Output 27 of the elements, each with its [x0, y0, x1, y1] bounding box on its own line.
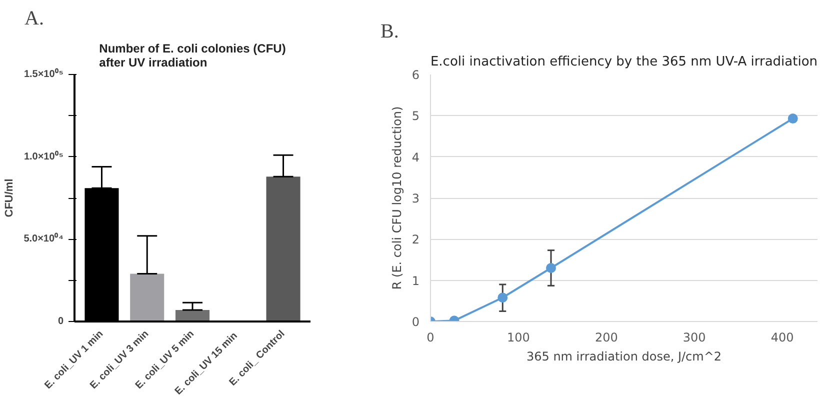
- y-tick-label: 6: [412, 68, 420, 82]
- y-axis-title: R (E. coli CFU log10 reduction): [390, 106, 404, 290]
- text: A.: [24, 8, 44, 30]
- y-tick-label: 1: [412, 274, 420, 288]
- x-axis-title: 365 nm irradiation dose, J/cm^2: [526, 350, 722, 364]
- y-tick-label: 5: [412, 109, 420, 124]
- y-tick-label: 0: [58, 316, 64, 327]
- chart-title: Number of E. coli colonies (CFU) after UV irradiation: [99, 42, 286, 70]
- point: [788, 114, 798, 124]
- y-axis-title: CFU/ml: [4, 178, 16, 218]
- y-tick-label: 2: [412, 232, 420, 247]
- chart-title: E.coli inactivation efficiency by the 365 nm UV-A irradiation: [430, 54, 818, 70]
- x-tick-label: 100: [507, 330, 530, 344]
- y-tick-label: 4: [412, 150, 420, 164]
- y-tick-label: 5.0×10⁰⁴: [24, 232, 64, 245]
- y-tick-label: 0: [412, 315, 420, 329]
- y-tick-label: 1.0×10⁰⁵: [24, 150, 64, 162]
- bar: [266, 176, 300, 322]
- x-tick-label: 200: [594, 330, 618, 344]
- point: [546, 262, 556, 273]
- x-tick-label: 0: [426, 330, 434, 344]
- x-tick-label: 300: [682, 330, 706, 344]
- y-tick-label: 1.5×10⁰⁵: [24, 68, 64, 80]
- text: B.: [380, 20, 399, 42]
- y-tick-label: 3: [412, 192, 420, 206]
- bar: [130, 274, 164, 322]
- x-tick-label: 400: [770, 330, 794, 344]
